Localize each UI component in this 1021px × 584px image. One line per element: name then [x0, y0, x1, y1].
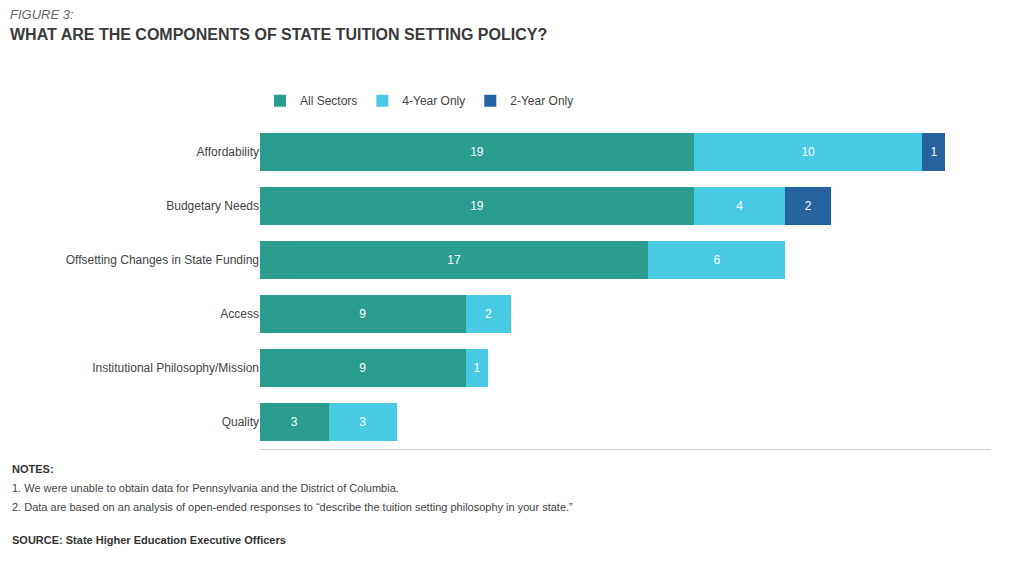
svg-text:4-Year Only: 4-Year Only	[402, 94, 465, 108]
svg-text:Budgetary Needs: Budgetary Needs	[166, 199, 259, 213]
svg-text:2: 2	[805, 199, 812, 213]
svg-text:Quality: Quality	[222, 415, 259, 429]
svg-text:2: 2	[485, 307, 492, 321]
svg-text:Access: Access	[220, 307, 259, 321]
svg-text:Institutional Philosophy/Missi: Institutional Philosophy/Mission	[92, 361, 259, 375]
svg-text:Affordability: Affordability	[197, 145, 259, 159]
svg-text:3: 3	[359, 415, 366, 429]
svg-text:All Sectors: All Sectors	[300, 94, 357, 108]
svg-text:4: 4	[736, 199, 743, 213]
svg-text:2. Data are based on an analys: 2. Data are based on an analysis of open…	[12, 501, 573, 513]
svg-text:Offsetting Changes in State Fu: Offsetting Changes in State Funding	[66, 253, 259, 267]
svg-text:9: 9	[359, 361, 366, 375]
svg-text:19: 19	[470, 145, 484, 159]
svg-text:NOTES:: NOTES:	[12, 463, 54, 475]
svg-text:1: 1	[474, 361, 481, 375]
svg-text:19: 19	[470, 199, 484, 213]
svg-text:17: 17	[447, 253, 461, 267]
svg-text:1: 1	[930, 145, 937, 159]
svg-text:SOURCE: State Higher Education: SOURCE: State Higher Education Executive…	[12, 534, 286, 546]
svg-text:9: 9	[359, 307, 366, 321]
svg-text:2-Year Only: 2-Year Only	[510, 94, 573, 108]
svg-text:6: 6	[713, 253, 720, 267]
svg-text:3: 3	[291, 415, 298, 429]
svg-text:FIGURE 3:WHAT ARE THE COMPONEN: FIGURE 3:WHAT ARE THE COMPONENTS OF STAT…	[10, 7, 547, 43]
svg-text:10: 10	[801, 145, 815, 159]
svg-text:1. We were unable to obtain da: 1. We were unable to obtain data for Pen…	[12, 482, 399, 494]
